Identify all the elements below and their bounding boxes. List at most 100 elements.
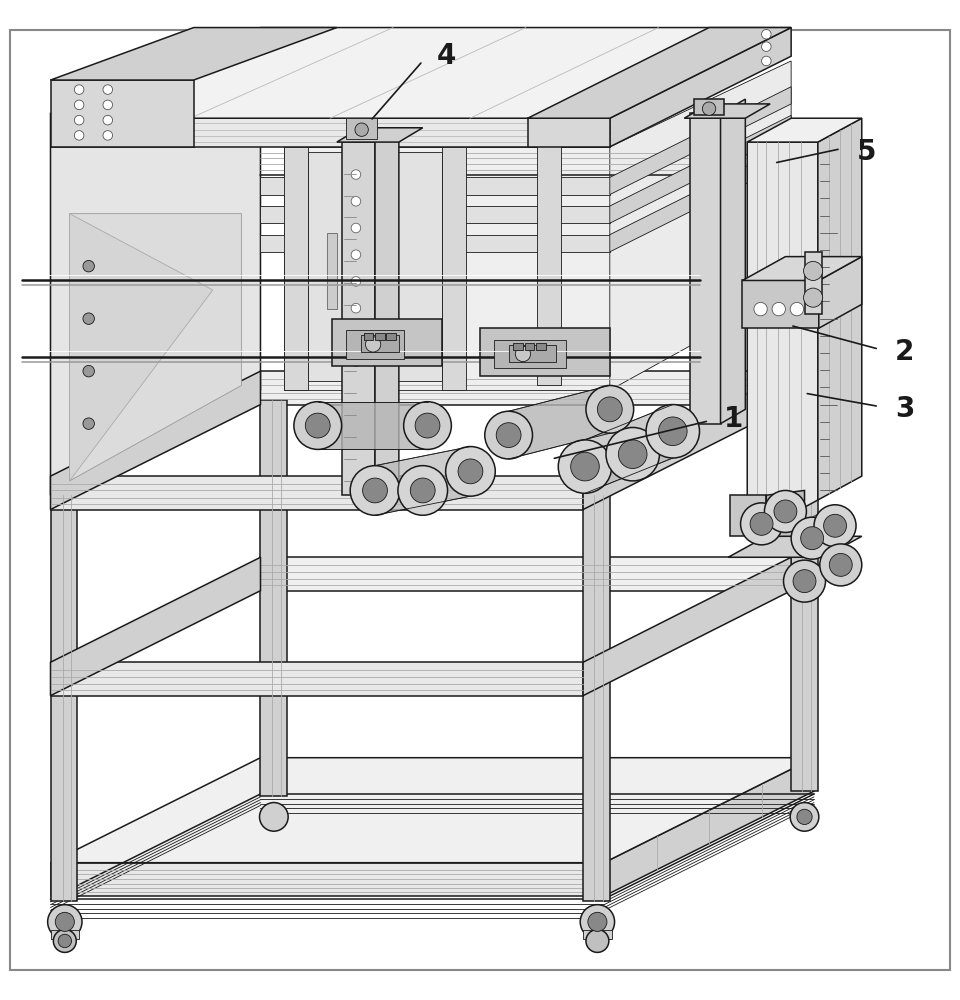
Polygon shape: [260, 371, 791, 405]
Polygon shape: [509, 385, 610, 459]
Circle shape: [703, 102, 716, 115]
Text: 4: 4: [437, 42, 456, 70]
Text: 3: 3: [895, 395, 915, 423]
Circle shape: [740, 503, 782, 545]
Polygon shape: [766, 490, 804, 536]
Circle shape: [83, 418, 94, 429]
Circle shape: [103, 85, 112, 94]
Circle shape: [618, 440, 647, 469]
Polygon shape: [308, 152, 442, 381]
Polygon shape: [51, 113, 260, 495]
Polygon shape: [364, 333, 373, 340]
Polygon shape: [51, 28, 337, 80]
Circle shape: [355, 123, 369, 136]
Circle shape: [820, 544, 862, 586]
Polygon shape: [804, 252, 822, 314]
Circle shape: [351, 330, 361, 340]
Circle shape: [350, 466, 399, 515]
Circle shape: [56, 912, 74, 931]
Polygon shape: [610, 28, 791, 147]
Polygon shape: [375, 447, 470, 515]
Polygon shape: [51, 80, 194, 147]
Circle shape: [797, 809, 812, 825]
Polygon shape: [604, 758, 814, 896]
Polygon shape: [721, 99, 745, 424]
Text: 1: 1: [724, 405, 743, 433]
Circle shape: [351, 250, 361, 259]
Polygon shape: [610, 87, 791, 195]
Circle shape: [774, 500, 797, 523]
Polygon shape: [610, 61, 791, 390]
Circle shape: [103, 100, 112, 110]
Circle shape: [761, 29, 771, 39]
Polygon shape: [51, 495, 77, 901]
Polygon shape: [728, 536, 862, 557]
Polygon shape: [260, 235, 610, 252]
Polygon shape: [337, 128, 422, 142]
Polygon shape: [742, 280, 819, 328]
Circle shape: [783, 560, 826, 602]
Circle shape: [74, 131, 84, 140]
Circle shape: [351, 277, 361, 286]
Circle shape: [761, 56, 771, 66]
Circle shape: [659, 417, 687, 446]
Polygon shape: [260, 206, 610, 223]
Circle shape: [580, 905, 614, 939]
Circle shape: [363, 478, 388, 503]
Circle shape: [588, 912, 607, 931]
Polygon shape: [525, 343, 535, 350]
Circle shape: [559, 440, 612, 493]
Polygon shape: [69, 214, 213, 481]
Circle shape: [761, 42, 771, 51]
Circle shape: [496, 423, 521, 448]
Polygon shape: [694, 99, 725, 115]
Polygon shape: [69, 214, 241, 481]
Circle shape: [59, 934, 71, 948]
Polygon shape: [375, 128, 398, 495]
Polygon shape: [51, 863, 604, 896]
Polygon shape: [361, 335, 398, 352]
Circle shape: [74, 115, 84, 125]
Circle shape: [597, 397, 622, 422]
Circle shape: [410, 478, 435, 503]
Circle shape: [458, 459, 483, 484]
Polygon shape: [509, 345, 557, 362]
Polygon shape: [480, 328, 610, 376]
Circle shape: [804, 261, 823, 280]
Polygon shape: [528, 118, 610, 147]
Polygon shape: [812, 505, 835, 559]
Polygon shape: [818, 118, 862, 500]
Circle shape: [814, 505, 856, 547]
Polygon shape: [51, 28, 791, 118]
Circle shape: [351, 357, 361, 366]
Circle shape: [750, 512, 773, 535]
Circle shape: [829, 553, 852, 576]
Polygon shape: [260, 400, 287, 796]
Circle shape: [351, 223, 361, 233]
Circle shape: [485, 411, 533, 459]
Polygon shape: [538, 142, 562, 385]
Circle shape: [804, 288, 823, 307]
Polygon shape: [260, 557, 791, 591]
Circle shape: [824, 514, 847, 537]
Circle shape: [351, 170, 361, 179]
Circle shape: [351, 196, 361, 206]
Circle shape: [74, 100, 84, 110]
Polygon shape: [610, 115, 791, 223]
Polygon shape: [347, 118, 377, 139]
Circle shape: [83, 313, 94, 324]
Circle shape: [754, 302, 767, 316]
Polygon shape: [284, 147, 610, 390]
Circle shape: [772, 302, 785, 316]
Polygon shape: [583, 557, 791, 696]
Polygon shape: [51, 662, 583, 696]
Polygon shape: [585, 405, 673, 493]
Polygon shape: [494, 340, 565, 368]
Circle shape: [606, 427, 660, 481]
Circle shape: [103, 115, 112, 125]
Polygon shape: [690, 113, 721, 424]
Polygon shape: [284, 147, 308, 390]
Circle shape: [83, 260, 94, 272]
Circle shape: [586, 385, 634, 433]
Polygon shape: [51, 118, 610, 147]
